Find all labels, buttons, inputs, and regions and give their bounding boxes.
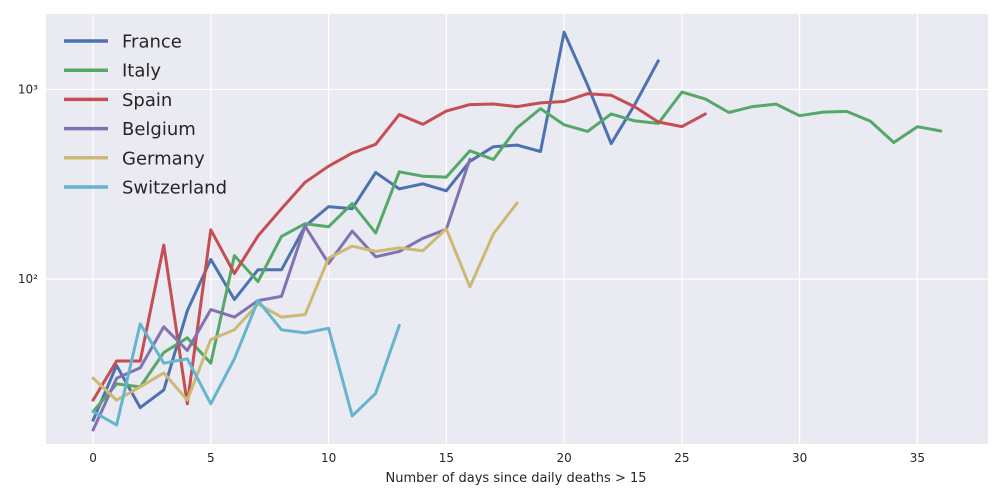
legend-label: Italy (122, 61, 161, 82)
x-tick-label: 30 (792, 451, 807, 465)
legend-label: Switzerland (122, 178, 227, 199)
legend: France Italy Spain Belgium Germany Switzerlan… (64, 32, 227, 199)
y-tick-label: 10³ (18, 82, 38, 96)
grid (46, 14, 988, 444)
legend-label: France (122, 32, 182, 53)
axis-ticks: 0 5 10 15 20 25 30 35 10² 10³ (18, 82, 925, 465)
x-tick-label: 10 (321, 451, 336, 465)
x-axis-label: Number of days since daily deaths > 15 (385, 471, 646, 486)
series-line-italy (91, 90, 943, 414)
x-tick-label: 25 (674, 451, 689, 465)
x-tick-label: 5 (207, 451, 215, 465)
legend-label: Belgium (122, 119, 196, 140)
series-line-france (91, 30, 660, 422)
x-tick-label: 35 (910, 451, 925, 465)
plot-area (46, 14, 988, 444)
legend-label: Germany (122, 148, 205, 169)
x-tick-label: 0 (89, 451, 97, 465)
series-line-spain (91, 92, 707, 406)
legend-label: Spain (122, 90, 172, 111)
x-tick-label: 20 (556, 451, 571, 465)
y-tick-label: 10² (18, 272, 38, 286)
series-line-switzerland (91, 299, 401, 427)
series-lines (91, 30, 943, 432)
x-tick-label: 15 (439, 451, 454, 465)
series-line-belgium (91, 157, 472, 432)
series-line-germany (91, 201, 519, 402)
